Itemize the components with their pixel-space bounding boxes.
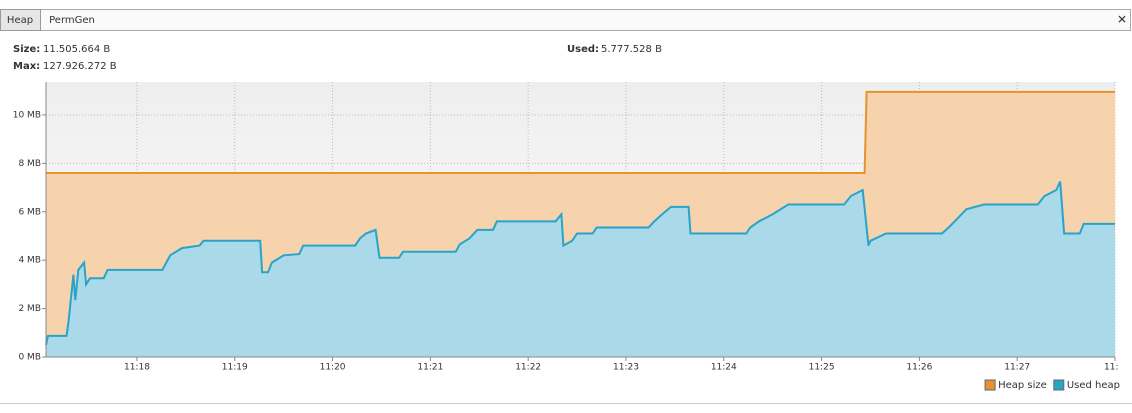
close-button[interactable]: ✕ xyxy=(1117,13,1127,27)
y-tick-label: 2 MB xyxy=(18,304,41,314)
x-tick-label: 11:27 xyxy=(1004,363,1030,373)
x-tick-label: 11:21 xyxy=(417,363,443,373)
y-tick-label: 10 MB xyxy=(13,110,41,120)
tab[interactable]: Heap xyxy=(7,15,33,26)
x-tick-label: 11:18 xyxy=(124,363,150,373)
legend-label: Used heap xyxy=(1067,380,1120,391)
info-value: 127.926.272 B xyxy=(43,61,117,72)
line xyxy=(46,90,1115,174)
y-tick-label: 6 MB xyxy=(18,207,41,217)
area xyxy=(46,181,1115,357)
y-tick-label: 8 MB xyxy=(18,159,41,169)
x-tick-label: 11:20 xyxy=(320,363,346,373)
y-tick-label: 0 MB xyxy=(18,353,41,363)
info-value: 11.505.664 B xyxy=(43,44,110,55)
legend-swatch xyxy=(1053,379,1065,391)
info-label: Max: xyxy=(13,61,40,72)
legend-swatch xyxy=(984,379,996,391)
line xyxy=(45,181,1115,346)
x-tick-label: 11:19 xyxy=(222,363,248,373)
x-tick-label: 11: xyxy=(1104,363,1118,373)
tab[interactable]: PermGen xyxy=(49,15,95,26)
x-tick-label: 11:23 xyxy=(613,363,639,373)
x-tick-label: 11:24 xyxy=(711,363,737,373)
info-label: Size: xyxy=(13,44,40,55)
x-tick-label: 11:25 xyxy=(809,363,835,373)
y-tick-label: 4 MB xyxy=(18,256,41,266)
tab-selected[interactable] xyxy=(0,9,41,31)
info-label: Used: xyxy=(567,44,599,55)
tab-bar xyxy=(0,9,1131,31)
x-tick-label: 11:26 xyxy=(906,363,932,373)
info-value: 5.777.528 B xyxy=(601,44,662,55)
x-tick-label: 11:22 xyxy=(515,363,541,373)
legend-label: Heap size xyxy=(998,380,1047,391)
